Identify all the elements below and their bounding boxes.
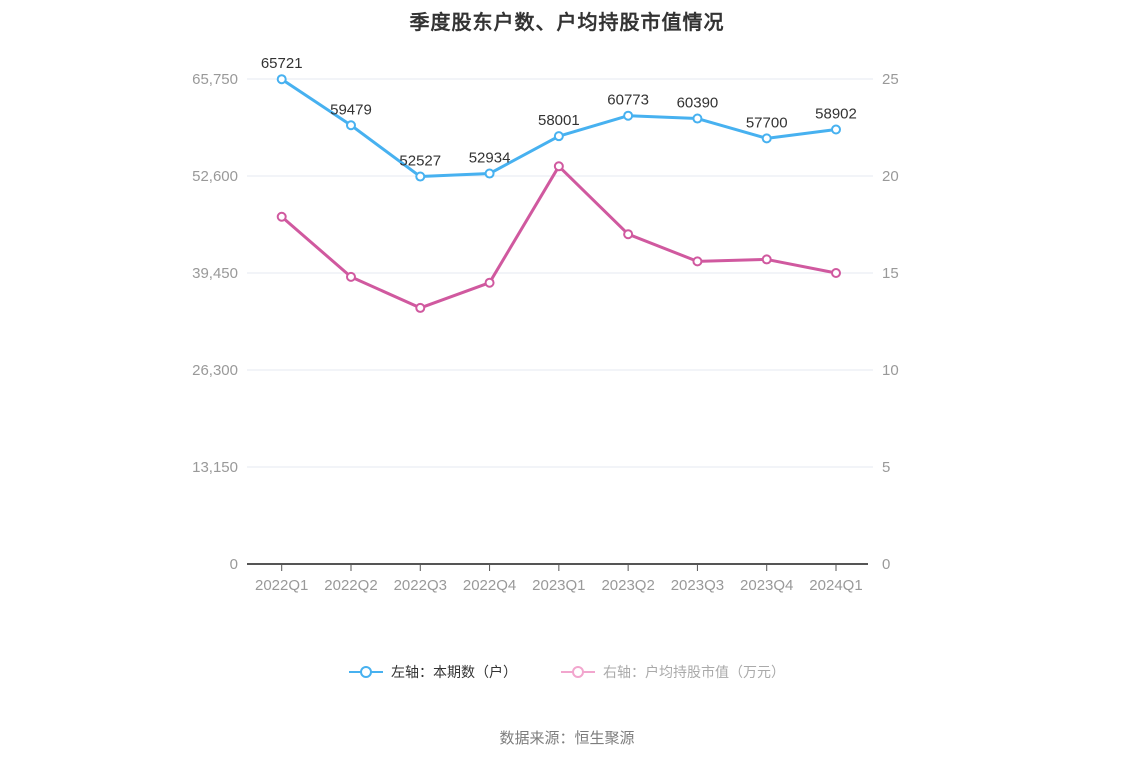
left-axis-tick-label: 26,300 [192, 362, 238, 379]
x-axis-tick-label: 2023Q1 [532, 577, 585, 594]
data-point-marker[interactable] [345, 271, 356, 282]
data-point-label: 57700 [746, 114, 788, 131]
data-point-label: 60773 [607, 92, 649, 109]
left-axis-tick-label: 52,600 [192, 168, 238, 185]
left-axis-tick-label: 13,150 [192, 459, 238, 476]
data-point-marker[interactable] [692, 113, 703, 124]
legend-line-marker-icon [561, 666, 595, 678]
chart-title: 季度股东户数、户均持股市值情况 [409, 12, 725, 34]
data-point-marker[interactable] [484, 277, 495, 288]
right-axis-tick-label: 0 [882, 556, 890, 573]
data-point-label: 58902 [815, 106, 857, 123]
data-point-marker[interactable] [831, 268, 841, 278]
x-axis-tick-label: 2022Q2 [324, 577, 377, 594]
data-point-marker[interactable] [831, 124, 841, 135]
data-point-marker[interactable] [623, 229, 634, 240]
legend-item-label: 右轴：户均持股市值（万元） [603, 664, 785, 680]
data-point-marker[interactable] [415, 302, 426, 313]
x-axis-tick-label: 2023Q4 [740, 577, 793, 594]
x-axis-tick-label: 2022Q1 [255, 577, 308, 594]
x-axis-tick-label: 2022Q3 [394, 577, 447, 594]
x-axis-tick-label: 2023Q3 [671, 577, 724, 594]
left-axis-tick-label: 39,450 [192, 265, 238, 282]
left-axis-tick-label: 65,750 [192, 71, 238, 88]
right-axis-tick-label: 15 [882, 265, 899, 282]
chart-canvas: 0 0 13,150 5 26,300 10 39,450 15 52,600 20 65,750 2… [192, 55, 899, 594]
data-point-marker[interactable] [761, 133, 772, 144]
data-point-marker[interactable] [415, 171, 426, 182]
data-point-label: 59479 [330, 101, 372, 118]
legend: 左轴：本期数（户） 右轴：户均持股市值（万元） [0, 662, 1134, 682]
data-point-marker[interactable] [484, 168, 495, 179]
data-point-marker[interactable] [276, 211, 287, 222]
left-axis-tick-label: 0 [230, 556, 238, 573]
x-axis-tick-label: 2024Q1 [809, 577, 862, 594]
data-point-marker[interactable] [345, 120, 356, 131]
data-point-label: 65721 [261, 55, 303, 72]
data-point-marker[interactable] [761, 254, 772, 265]
right-axis-tick-label: 25 [882, 71, 899, 88]
data-point-marker[interactable] [276, 74, 287, 85]
legend-item-label: 左轴：本期数（户） [391, 664, 517, 680]
data-source: 数据来源：恒生聚源 [499, 730, 635, 747]
data-point-label: 58001 [538, 112, 580, 129]
data-point-marker[interactable] [692, 256, 703, 267]
legend-line-marker-icon [349, 666, 383, 678]
data-point-marker[interactable] [553, 161, 564, 172]
right-axis-tick-label: 10 [882, 362, 899, 379]
series-line-avg-holding-value [280, 164, 837, 310]
data-point-label: 52527 [399, 153, 441, 170]
legend-item-shareholder-count[interactable]: 左轴：本期数（户） [349, 662, 517, 682]
data-point-label: 60390 [677, 95, 719, 112]
data-point-marker[interactable] [623, 110, 634, 121]
x-axis-tick-label: 2022Q4 [463, 577, 516, 594]
legend-item-avg-holding-value[interactable]: 右轴：户均持股市值（万元） [561, 662, 785, 682]
x-axis-tick-label: 2023Q2 [601, 577, 654, 594]
data-point-label: 52934 [469, 150, 511, 167]
right-axis-tick-label: 20 [882, 168, 899, 185]
data-point-marker[interactable] [553, 131, 564, 142]
right-axis-tick-label: 5 [882, 459, 890, 476]
